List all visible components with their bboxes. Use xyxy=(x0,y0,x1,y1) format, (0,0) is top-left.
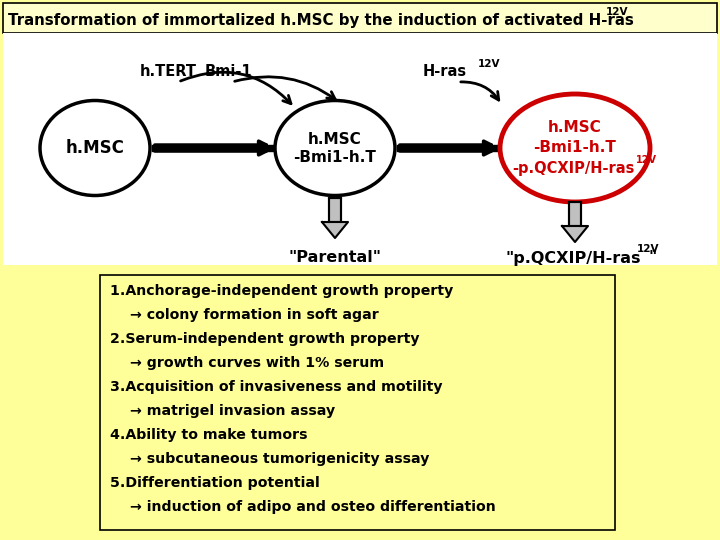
Text: h.MSC: h.MSC xyxy=(66,139,125,157)
FancyBboxPatch shape xyxy=(100,275,615,530)
Text: 3.Acquisition of invasiveness and motility: 3.Acquisition of invasiveness and motili… xyxy=(110,380,443,394)
Text: 12V: 12V xyxy=(637,244,660,254)
Text: Bmi-1: Bmi-1 xyxy=(204,64,252,79)
Text: h.TERT: h.TERT xyxy=(140,64,197,79)
Text: -p.QCXIP/H-ras: -p.QCXIP/H-ras xyxy=(512,160,634,176)
Text: 12V: 12V xyxy=(636,155,657,165)
Text: -Bmi1-h.T: -Bmi1-h.T xyxy=(534,140,616,156)
FancyArrowPatch shape xyxy=(461,82,499,100)
FancyBboxPatch shape xyxy=(3,33,717,265)
Text: -Bmi1-h.T: -Bmi1-h.T xyxy=(294,150,377,165)
Text: h.MSC: h.MSC xyxy=(548,120,602,136)
Polygon shape xyxy=(562,226,588,242)
Text: 5.Differentiation potential: 5.Differentiation potential xyxy=(110,476,320,490)
Text: → subcutaneous tumorigenicity assay: → subcutaneous tumorigenicity assay xyxy=(130,452,430,466)
Text: 4.Ability to make tumors: 4.Ability to make tumors xyxy=(110,428,307,442)
Text: Transformation of immortalized h.MSC by the induction of activated H-ras: Transformation of immortalized h.MSC by … xyxy=(8,12,634,28)
Text: → colony formation in soft agar: → colony formation in soft agar xyxy=(130,308,379,322)
Text: "p.QCXIP/H-ras: "p.QCXIP/H-ras xyxy=(505,251,641,266)
Text: 12V: 12V xyxy=(478,59,500,69)
FancyArrowPatch shape xyxy=(235,77,336,99)
Polygon shape xyxy=(322,222,348,238)
Text: h.MSC: h.MSC xyxy=(308,132,362,146)
Text: ": " xyxy=(648,251,656,266)
Ellipse shape xyxy=(275,100,395,195)
FancyArrowPatch shape xyxy=(181,72,291,104)
Text: 2.Serum-independent growth property: 2.Serum-independent growth property xyxy=(110,332,420,346)
Bar xyxy=(569,202,581,226)
Bar xyxy=(329,198,341,222)
Text: "Parental": "Parental" xyxy=(289,251,382,266)
Text: → growth curves with 1% serum: → growth curves with 1% serum xyxy=(130,356,384,370)
Text: → matrigel invasion assay: → matrigel invasion assay xyxy=(130,404,336,418)
Text: H-ras: H-ras xyxy=(423,64,467,79)
Text: 1.Anchorage-independent growth property: 1.Anchorage-independent growth property xyxy=(110,284,454,298)
Text: → induction of adipo and osteo differentiation: → induction of adipo and osteo different… xyxy=(130,500,496,514)
FancyBboxPatch shape xyxy=(3,3,717,33)
Ellipse shape xyxy=(500,94,650,202)
Ellipse shape xyxy=(40,100,150,195)
Text: 12V: 12V xyxy=(606,7,629,17)
